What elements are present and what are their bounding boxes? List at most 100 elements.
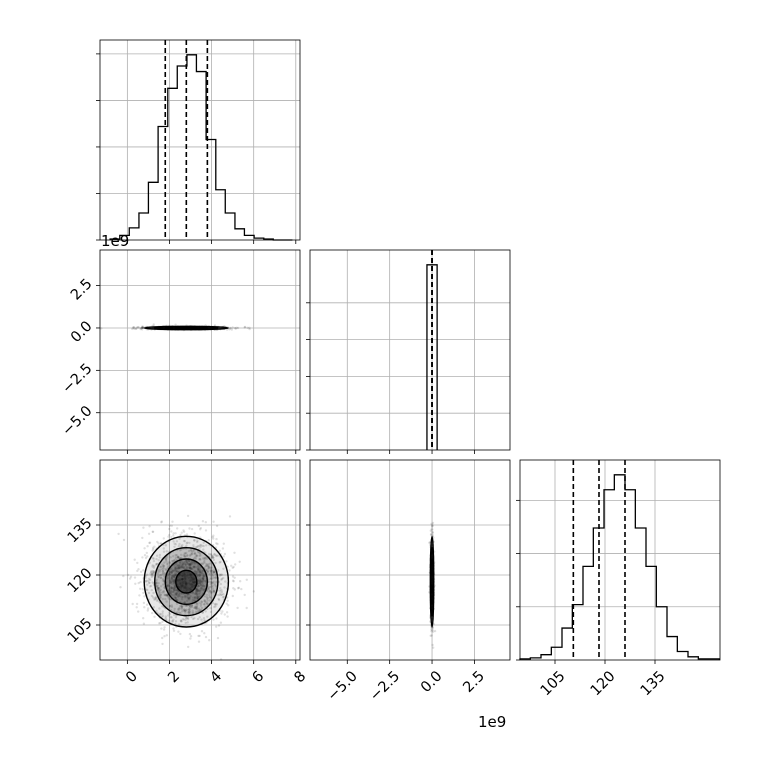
sample-point — [187, 597, 191, 600]
sample-point — [233, 576, 236, 579]
sample-point — [171, 570, 175, 573]
sample-point — [213, 605, 216, 609]
sample-point — [211, 602, 215, 605]
sample-point — [187, 593, 191, 596]
sample-point — [183, 575, 187, 579]
sample-point — [164, 568, 167, 571]
sample-point — [225, 611, 229, 614]
sample-point — [180, 605, 183, 608]
sample-point — [197, 589, 200, 593]
sample-point — [231, 575, 235, 578]
sample-point — [200, 630, 204, 633]
sample-point — [180, 598, 184, 601]
sample-point — [203, 603, 206, 606]
sample-point — [431, 524, 434, 528]
sample-point — [161, 642, 164, 646]
sample-point — [182, 566, 185, 569]
sample-point — [197, 579, 201, 583]
sample-point — [215, 603, 218, 606]
sample-point — [180, 560, 183, 563]
sample-point — [167, 595, 170, 598]
sample-point — [172, 583, 175, 586]
sample-point — [182, 566, 185, 569]
sample-point — [172, 576, 176, 579]
sample-point — [198, 570, 202, 573]
y-tick-label: 0.0 — [68, 318, 96, 346]
sample-point — [145, 573, 149, 576]
sample-point — [199, 526, 202, 530]
sample-point — [186, 566, 189, 569]
sample-point — [172, 559, 176, 562]
sample-point — [197, 634, 200, 638]
sample-point — [180, 592, 183, 596]
sample-point — [184, 583, 188, 586]
sample-point — [188, 596, 192, 599]
sample-point — [192, 584, 195, 588]
sample-point — [197, 524, 200, 528]
sample-point — [162, 571, 165, 574]
sample-point — [152, 559, 156, 563]
sample-point — [161, 597, 165, 601]
sample-point — [165, 618, 168, 621]
sample-point — [209, 581, 213, 584]
y-tick-label: 2.5 — [68, 276, 96, 304]
sample-point — [176, 563, 179, 566]
sample-point — [148, 581, 151, 585]
sample-point — [175, 591, 178, 595]
sample-point — [153, 615, 156, 618]
sample-point — [174, 586, 177, 589]
sample-point — [184, 555, 187, 558]
sample-point — [184, 581, 187, 584]
sample-point — [172, 581, 176, 584]
sample-point — [204, 556, 207, 560]
sample-point — [173, 607, 176, 611]
sample-point — [183, 577, 186, 580]
sample-point — [177, 544, 180, 548]
sample-point — [197, 588, 200, 592]
sample-point — [197, 569, 200, 572]
x-tick-label: 0.0 — [418, 668, 446, 696]
sample-point — [155, 581, 159, 585]
sample-point — [175, 599, 179, 602]
sample-point — [188, 541, 191, 545]
offset-label-p2-x: 1e9 — [478, 713, 506, 731]
sample-point — [221, 596, 225, 599]
sample-point — [149, 578, 152, 582]
sample-point — [193, 562, 197, 565]
sample-point — [203, 603, 206, 606]
sample-point — [181, 563, 184, 567]
sample-point — [177, 607, 180, 611]
sample-point — [204, 521, 207, 524]
sample-point — [206, 570, 210, 573]
sample-point — [185, 560, 188, 564]
sample-point — [191, 562, 194, 565]
sample-point — [137, 326, 140, 329]
sample-point — [170, 587, 173, 590]
sample-point — [150, 571, 153, 574]
sample-point — [189, 553, 192, 556]
sample-point — [430, 628, 433, 631]
sample-point — [129, 575, 133, 578]
sample-point — [168, 584, 171, 588]
sample-point — [239, 580, 242, 583]
sample-point — [167, 589, 171, 592]
sample-point — [195, 594, 199, 597]
histogram-p2 — [426, 264, 438, 450]
sample-point — [216, 636, 220, 640]
sample-point — [194, 610, 198, 613]
sample-point — [184, 574, 187, 577]
sample-point — [163, 561, 166, 564]
sample-point — [151, 549, 154, 552]
sample-point — [184, 609, 187, 612]
sample-point — [172, 594, 175, 597]
sample-point — [198, 579, 201, 583]
sample-point — [198, 574, 201, 577]
sample-point — [198, 574, 201, 577]
sample-point — [170, 616, 173, 619]
sample-point — [142, 591, 145, 595]
sample-point — [237, 587, 240, 590]
sample-point — [155, 586, 158, 589]
sample-point — [188, 560, 191, 563]
sample-point — [190, 615, 193, 619]
